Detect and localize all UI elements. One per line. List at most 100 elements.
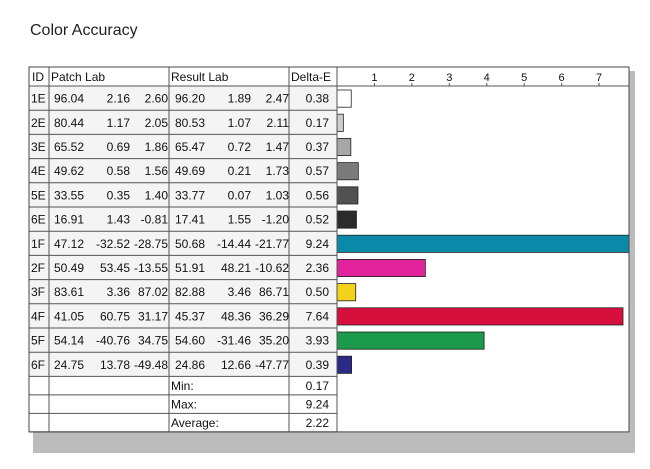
result-lab-value: 48.36 bbox=[221, 309, 251, 323]
result-lab-value: 35.20 bbox=[259, 334, 289, 348]
summary-label: Max: bbox=[171, 398, 197, 412]
row-id: 5F bbox=[31, 334, 45, 348]
row-id: 4F bbox=[31, 309, 45, 323]
delta-e-bar-3e bbox=[336, 137, 352, 156]
result-lab-value: 2.47 bbox=[266, 92, 290, 106]
patch-lab-value: 0.69 bbox=[107, 140, 131, 154]
summary-value: 9.24 bbox=[306, 398, 330, 412]
delta-e-value: 7.64 bbox=[306, 309, 330, 323]
delta-e-value: 0.52 bbox=[306, 213, 330, 227]
delta-e-value: 0.37 bbox=[306, 140, 330, 154]
patch-lab-value: 1.43 bbox=[107, 213, 131, 227]
patch-lab-value: 49.62 bbox=[54, 164, 84, 178]
patch-lab-value: 2.05 bbox=[145, 116, 169, 130]
axis-tick-label: 5 bbox=[521, 72, 527, 84]
result-lab-value: 48.21 bbox=[221, 261, 251, 275]
delta-e-value: 0.50 bbox=[306, 285, 330, 299]
result-lab-value: 82.88 bbox=[175, 285, 205, 299]
result-lab-value: 65.47 bbox=[175, 140, 205, 154]
row-id: 1F bbox=[31, 237, 45, 251]
patch-lab-value: 83.61 bbox=[54, 285, 84, 299]
result-lab-value: 33.77 bbox=[175, 188, 205, 202]
row-id: 2E bbox=[31, 116, 46, 130]
chart-title: Color Accuracy bbox=[30, 22, 138, 39]
result-lab-value: -14.44 bbox=[217, 237, 251, 251]
patch-lab-value: -28.75 bbox=[134, 237, 168, 251]
patch-lab-value: 53.45 bbox=[100, 261, 130, 275]
summary-label: Average: bbox=[171, 416, 219, 430]
patch-lab-value: 41.05 bbox=[54, 309, 84, 323]
row-id: 3F bbox=[31, 285, 45, 299]
patch-lab-value: 2.60 bbox=[145, 92, 169, 106]
row-id: 1E bbox=[31, 92, 46, 106]
patch-lab-value: 31.17 bbox=[138, 309, 168, 323]
patch-lab-value: 47.12 bbox=[54, 237, 84, 251]
row-id: 4E bbox=[31, 164, 46, 178]
delta-e-value: 0.39 bbox=[306, 358, 330, 372]
patch-lab-value: 54.14 bbox=[54, 334, 84, 348]
patch-lab-value: 1.40 bbox=[145, 188, 169, 202]
patch-lab-value: 1.86 bbox=[145, 140, 169, 154]
result-lab-value: -10.62 bbox=[255, 261, 289, 275]
axis-tick-label: 1 bbox=[371, 72, 377, 84]
delta-e-bar-2f bbox=[336, 258, 426, 277]
row-id: 5E bbox=[31, 188, 46, 202]
result-lab-value: -31.46 bbox=[217, 334, 251, 348]
result-lab-value: -21.77 bbox=[255, 237, 289, 251]
patch-lab-value: 0.35 bbox=[107, 188, 131, 202]
patch-lab-value: -49.48 bbox=[134, 358, 168, 372]
delta-e-bar-1f bbox=[336, 234, 630, 253]
result-lab-value: 0.07 bbox=[228, 188, 252, 202]
result-lab-value: 54.60 bbox=[175, 334, 205, 348]
delta-e-value: 0.17 bbox=[306, 116, 330, 130]
result-lab-value: 96.20 bbox=[175, 92, 205, 106]
axis-tick-label: 6 bbox=[559, 72, 565, 84]
delta-e-bar-4e bbox=[336, 162, 359, 181]
patch-lab-value: 96.04 bbox=[54, 92, 84, 106]
table-border bbox=[28, 66, 630, 433]
delta-e-bar-3f bbox=[336, 283, 357, 302]
result-lab-value: 2.11 bbox=[267, 116, 290, 130]
patch-lab-value: 1.56 bbox=[145, 164, 169, 178]
row-id: 6F bbox=[31, 358, 45, 372]
result-lab-value: 80.53 bbox=[175, 116, 205, 130]
delta-e-value: 0.56 bbox=[306, 188, 330, 202]
result-lab-value: 86.71 bbox=[259, 285, 289, 299]
patch-lab-value: 1.17 bbox=[107, 116, 131, 130]
delta-e-value: 2.36 bbox=[306, 261, 330, 275]
result-lab-value: 1.73 bbox=[266, 164, 290, 178]
axis-tick-label: 3 bbox=[446, 72, 452, 84]
delta-e-value: 0.38 bbox=[306, 92, 330, 106]
patch-lab-value: 34.75 bbox=[138, 334, 168, 348]
result-lab-value: 1.47 bbox=[266, 140, 290, 154]
result-lab-value: 0.21 bbox=[228, 164, 252, 178]
patch-lab-value: 0.58 bbox=[107, 164, 131, 178]
patch-lab-value: 87.02 bbox=[138, 285, 168, 299]
patch-lab-value: 3.36 bbox=[107, 285, 131, 299]
result-lab-value: -47.77 bbox=[255, 358, 289, 372]
delta-e-bar-1e bbox=[336, 89, 352, 108]
summary-value: 0.17 bbox=[306, 379, 330, 393]
patch-lab-value: 33.55 bbox=[54, 188, 84, 202]
row-id: 2F bbox=[31, 261, 45, 275]
patch-lab-value: 16.91 bbox=[54, 213, 84, 227]
result-lab-value: 45.37 bbox=[175, 309, 205, 323]
result-lab-value: -1.20 bbox=[262, 213, 290, 227]
summary-label: Min: bbox=[171, 379, 194, 393]
delta-e-bar-4f bbox=[336, 307, 624, 326]
header-delta-e: Delta-E bbox=[291, 70, 331, 84]
patch-lab-value: 2.16 bbox=[107, 92, 131, 106]
result-lab-value: 0.72 bbox=[228, 140, 252, 154]
delta-e-bar-5e bbox=[336, 186, 359, 205]
header-patch-lab: Patch Lab bbox=[51, 70, 105, 84]
result-lab-value: 24.86 bbox=[175, 358, 205, 372]
patch-lab-value: 80.44 bbox=[54, 116, 84, 130]
patch-lab-value: -32.52 bbox=[96, 237, 130, 251]
axis-tick-label: 2 bbox=[409, 72, 415, 84]
result-lab-value: 12.66 bbox=[221, 358, 251, 372]
result-lab-value: 1.07 bbox=[228, 116, 252, 130]
axis-tick-label: 4 bbox=[484, 72, 490, 84]
patch-lab-value: -0.81 bbox=[141, 213, 169, 227]
result-lab-value: 1.55 bbox=[228, 213, 252, 227]
